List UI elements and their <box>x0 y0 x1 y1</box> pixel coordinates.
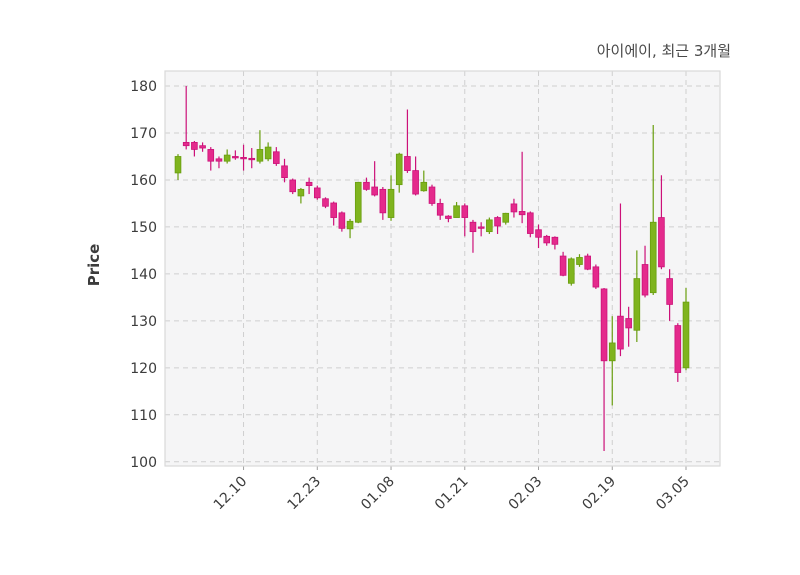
candle-body-down <box>330 202 337 218</box>
candle-body-down <box>527 212 534 234</box>
candle-body-up <box>297 188 305 197</box>
candle-body-down <box>641 264 649 296</box>
chart-title: 아이에이, 최근 3개월 <box>597 42 731 60</box>
candle-body-down <box>248 157 256 161</box>
candle-body-up <box>453 205 460 218</box>
candle-body-up <box>420 181 428 192</box>
x-tick-label: 03.05 <box>653 474 693 514</box>
y-tick-label: 100 <box>130 455 157 471</box>
x-tick-label: 01.08 <box>358 474 398 514</box>
candle-body-up <box>346 220 354 230</box>
candle-body-down <box>313 187 321 199</box>
y-tick-label: 140 <box>130 267 157 283</box>
y-tick-label: 110 <box>130 408 157 424</box>
candle-body-down <box>281 165 288 179</box>
candle-body-down <box>469 221 477 233</box>
candle-body-down <box>273 151 280 164</box>
candle-body-down <box>600 288 608 362</box>
x-tick-label: 02.03 <box>506 474 546 514</box>
candle-body-down <box>428 186 436 204</box>
candle-body-down <box>445 215 452 219</box>
x-tick-label: 12.23 <box>284 474 324 514</box>
candle-body-down <box>182 141 190 147</box>
x-tick-label: 02.19 <box>579 474 619 514</box>
candle-body-up <box>633 278 641 331</box>
candle-body-down <box>477 226 485 229</box>
y-tick-label: 180 <box>130 79 157 95</box>
candle-body-down <box>543 235 551 244</box>
candle-body-up <box>567 258 575 284</box>
candle-body-down <box>232 156 239 159</box>
candle-body-down <box>412 170 419 195</box>
candle-body-up <box>264 146 272 160</box>
candle-body-down <box>584 255 591 270</box>
candle-body-down <box>658 217 665 268</box>
candle-body-up <box>223 154 231 162</box>
candle-body-up <box>387 188 395 218</box>
candle-body-up <box>395 153 403 186</box>
candle-body-up <box>502 212 510 223</box>
y-axis-label: Price <box>85 244 103 287</box>
candle-body-down <box>559 255 567 276</box>
candle-body-down <box>199 145 206 149</box>
candle-body-down <box>371 186 378 196</box>
candle-body-down <box>617 315 624 350</box>
candle-body-down <box>461 205 469 218</box>
candle-body-up <box>354 181 362 223</box>
candle-body-down <box>551 236 559 245</box>
candle-body-down <box>625 318 632 329</box>
plot-background <box>165 71 720 466</box>
candle-body-down <box>240 157 247 160</box>
candle-body-down <box>338 212 346 229</box>
candle-body-up <box>608 342 616 362</box>
candle-body-down <box>379 188 387 214</box>
candle-body-down <box>518 211 526 216</box>
y-tick-label: 130 <box>130 314 157 330</box>
candle-body-down <box>510 203 518 213</box>
candle-body-down <box>191 141 198 150</box>
candle-body-down <box>305 181 313 187</box>
y-tick-label: 170 <box>130 126 157 142</box>
candle-body-down <box>289 179 297 193</box>
plot-border <box>164 70 721 467</box>
candle-body-up <box>256 149 264 162</box>
candle-body-up <box>649 221 657 294</box>
candle-body-up <box>576 257 583 265</box>
candle-body-down <box>592 266 600 288</box>
candle-body-up <box>682 301 690 369</box>
candle-body-down <box>494 217 501 227</box>
y-tick-label: 120 <box>130 361 157 377</box>
candle-body-up <box>174 156 182 174</box>
candle-body-down <box>322 198 329 207</box>
candle-body-down <box>404 156 411 171</box>
candle-body-down <box>215 158 223 162</box>
x-tick-label: 12.10 <box>211 474 251 514</box>
candle-body-down <box>363 181 370 190</box>
candle-body-down <box>666 278 673 305</box>
x-tick-label: 01.21 <box>432 474 472 514</box>
y-tick-label: 150 <box>130 220 157 236</box>
candle-body-down <box>207 149 215 162</box>
candle-body-down <box>436 203 444 216</box>
candle-body-down <box>535 229 542 238</box>
candle-body-down <box>674 325 682 373</box>
y-tick-label: 160 <box>130 173 157 189</box>
candle-body-up <box>486 219 493 233</box>
